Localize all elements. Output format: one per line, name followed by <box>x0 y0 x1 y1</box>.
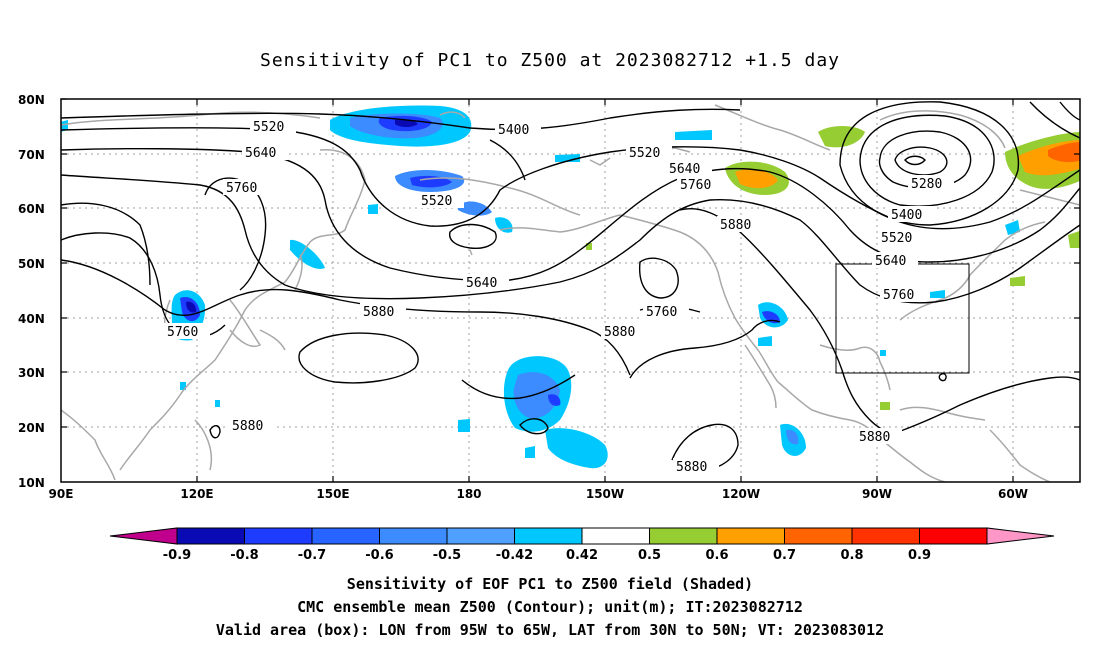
lon-label: 120E <box>180 487 213 501</box>
lon-label: 150E <box>316 487 349 501</box>
contour-label: 5280 <box>911 177 942 192</box>
contour-label: 5400 <box>891 208 922 223</box>
lon-label: 90W <box>862 487 892 501</box>
contour-label: 5880 <box>859 430 890 445</box>
contour-label: 5760 <box>646 305 677 320</box>
colorbar-tick-label: -0.7 <box>298 548 326 563</box>
colorbar-swatch <box>446 527 515 545</box>
contour-label: 5520 <box>421 194 452 209</box>
colorbar-tick-label: 0.6 <box>705 548 728 563</box>
latitude-labels: 80N 70N 60N 50N 40N 30N 20N 10N <box>18 93 45 490</box>
colorbar-swatch <box>581 527 650 545</box>
colorbar-tick-label: -0.5 <box>433 548 461 563</box>
longitude-labels: 90E 120E 150E 180 150W 120W 90W 60W <box>49 487 1028 501</box>
contour-label: 5880 <box>604 325 635 340</box>
lat-label: 10N <box>18 476 45 490</box>
colorbar-swatch <box>716 527 785 545</box>
lon-label: 150W <box>586 487 624 501</box>
colorbar-swatch <box>784 527 853 545</box>
colorbar-swatch <box>379 527 448 545</box>
plot-frame <box>60 98 1081 483</box>
contour-labels: 5520 5400 5640 5520 5640 5760 5760 5880 … <box>164 118 954 475</box>
colorbar-tick-label: 0.5 <box>638 548 661 563</box>
colorbar-tick-label: 0.7 <box>773 548 796 563</box>
colorbar-tick-label: 0.8 <box>840 548 863 563</box>
axis-ticks <box>61 98 1080 482</box>
contour-label: 5520 <box>629 146 660 161</box>
lat-label: 80N <box>18 93 45 107</box>
colorbar-tick-label: 0.9 <box>908 548 931 563</box>
lat-label: 70N <box>18 148 45 162</box>
negative-sensitivity-shading <box>61 105 945 469</box>
contour-label: 5880 <box>232 419 263 434</box>
contour-label: 5520 <box>253 120 284 135</box>
colorbar-swatch <box>176 527 245 545</box>
contour-label: 5760 <box>680 178 711 193</box>
lat-label: 60N <box>18 202 45 216</box>
colorbar-swatch <box>514 527 583 545</box>
contour-label: 5520 <box>881 231 912 246</box>
map-title: Sensitivity of PC1 to Z500 at 2023082712… <box>259 50 840 71</box>
lat-label: 30N <box>18 366 45 380</box>
footer-line-1: Sensitivity of EOF PC1 to Z500 field (Sh… <box>346 575 754 593</box>
colorbar-min-triangle <box>109 527 178 545</box>
contour-label: 5880 <box>720 218 751 233</box>
colorbar-swatch <box>919 527 988 545</box>
colorbar-tick-label: 0.42 <box>566 548 598 563</box>
contour-label: 5640 <box>466 276 497 291</box>
colorbar-swatch <box>244 527 313 545</box>
contour-label: 5640 <box>245 146 276 161</box>
lon-label: 120W <box>722 487 760 501</box>
contour-label: 5880 <box>676 460 707 475</box>
z500-contours <box>61 101 1080 471</box>
positive-sensitivity-shading <box>586 126 1080 410</box>
lon-label: 180 <box>456 487 481 501</box>
lat-label: 40N <box>18 312 45 326</box>
colorbar-tick-label: -0.8 <box>230 548 258 563</box>
colorbar-tick-label: -0.9 <box>163 548 191 563</box>
colorbar-swatch <box>649 527 718 545</box>
contour-label: 5400 <box>498 123 529 138</box>
colorbar-max-triangle <box>986 527 1055 545</box>
lon-label: 60W <box>998 487 1028 501</box>
footer-line-2: CMC ensemble mean Z500 (Contour); unit(m… <box>297 598 803 616</box>
lon-label: 90E <box>49 487 74 501</box>
contour-label: 5760 <box>167 325 198 340</box>
colorbar-swatch <box>851 527 920 545</box>
lat-label: 20N <box>18 421 45 435</box>
contour-label: 5640 <box>669 162 700 177</box>
colorbar-tick-label: -0.6 <box>365 548 393 563</box>
contour-label: 5880 <box>363 305 394 320</box>
contour-label: 5760 <box>226 181 257 196</box>
footer-line-3: Valid area (box): LON from 95W to 65W, L… <box>215 621 885 639</box>
contour-label: 5760 <box>883 288 914 303</box>
lat-label: 50N <box>18 257 45 271</box>
colorbar-tick-label: -0.42 <box>496 548 533 563</box>
contour-label: 5640 <box>875 254 906 269</box>
colorbar: -0.9 -0.8 -0.7 -0.6 -0.5 -0.42 0.42 0.5 0.6 0.7 0.… <box>109 527 1055 563</box>
colorbar-swatch <box>311 527 380 545</box>
